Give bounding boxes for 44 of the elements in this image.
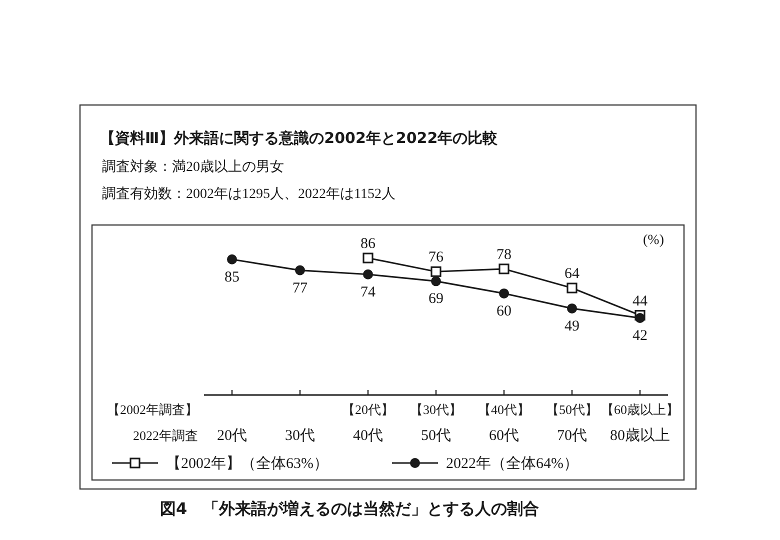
data-label: 76 [428, 250, 444, 266]
chart-subtitle: 調査対象：満20歳以上の男女 [102, 159, 284, 175]
annotation: 【60歳以上】 [601, 402, 679, 417]
annotation: 【20代】 [342, 402, 394, 417]
text: 【2002年調査】 [107, 402, 198, 417]
text: 調査有効数：2002年は1295人、2022年は1152人 [102, 186, 396, 202]
point [295, 265, 305, 276]
data-label: 77 [292, 280, 308, 296]
point [363, 269, 373, 280]
annotation: 【40代】 [478, 402, 530, 417]
x-tick-label: 70代 [557, 428, 587, 444]
data-label: 69 [428, 291, 444, 308]
point [499, 288, 509, 298]
data-label: 85 [224, 269, 240, 286]
annotation: 【50代】 [546, 402, 598, 417]
point [635, 313, 645, 323]
caption: 図4 「外来語が増えるのは当然だ」とする人の割合 [160, 499, 540, 518]
data-label: 60 [496, 303, 512, 320]
x-axis-title: 2022年調査 [133, 428, 198, 443]
legend-label: 2022年（全体64%） [446, 456, 578, 472]
data-label: 42 [632, 328, 648, 344]
point [498, 264, 510, 274]
point [430, 266, 442, 277]
point [227, 254, 237, 264]
point [567, 303, 577, 314]
x-tick-label: 50代 [421, 428, 451, 444]
annotation: 【30代】 [410, 402, 462, 417]
chart-title: 【資料Ⅲ】外来語に関する意識の2002年と2022年の比較 [100, 129, 499, 147]
data-label: 44 [632, 293, 648, 310]
x-tick-label: 20代 [217, 428, 247, 444]
x-tick-label: 30代 [285, 428, 315, 444]
point [431, 276, 441, 286]
x-tick-label: 60代 [489, 428, 519, 444]
data-label: 74 [360, 284, 376, 300]
x-tick-label: 80歳以上 [610, 427, 670, 444]
data-label: 78 [496, 246, 512, 263]
data-label: 49 [564, 318, 580, 334]
data-label: 64 [564, 266, 580, 282]
point [362, 252, 374, 264]
x-tick-label: 40代 [353, 428, 383, 444]
legend-label: 【2002年】（全体63%） [166, 456, 328, 472]
y-axis-title: (%) [643, 233, 664, 248]
data-label: 86 [360, 236, 376, 252]
point [566, 282, 578, 294]
